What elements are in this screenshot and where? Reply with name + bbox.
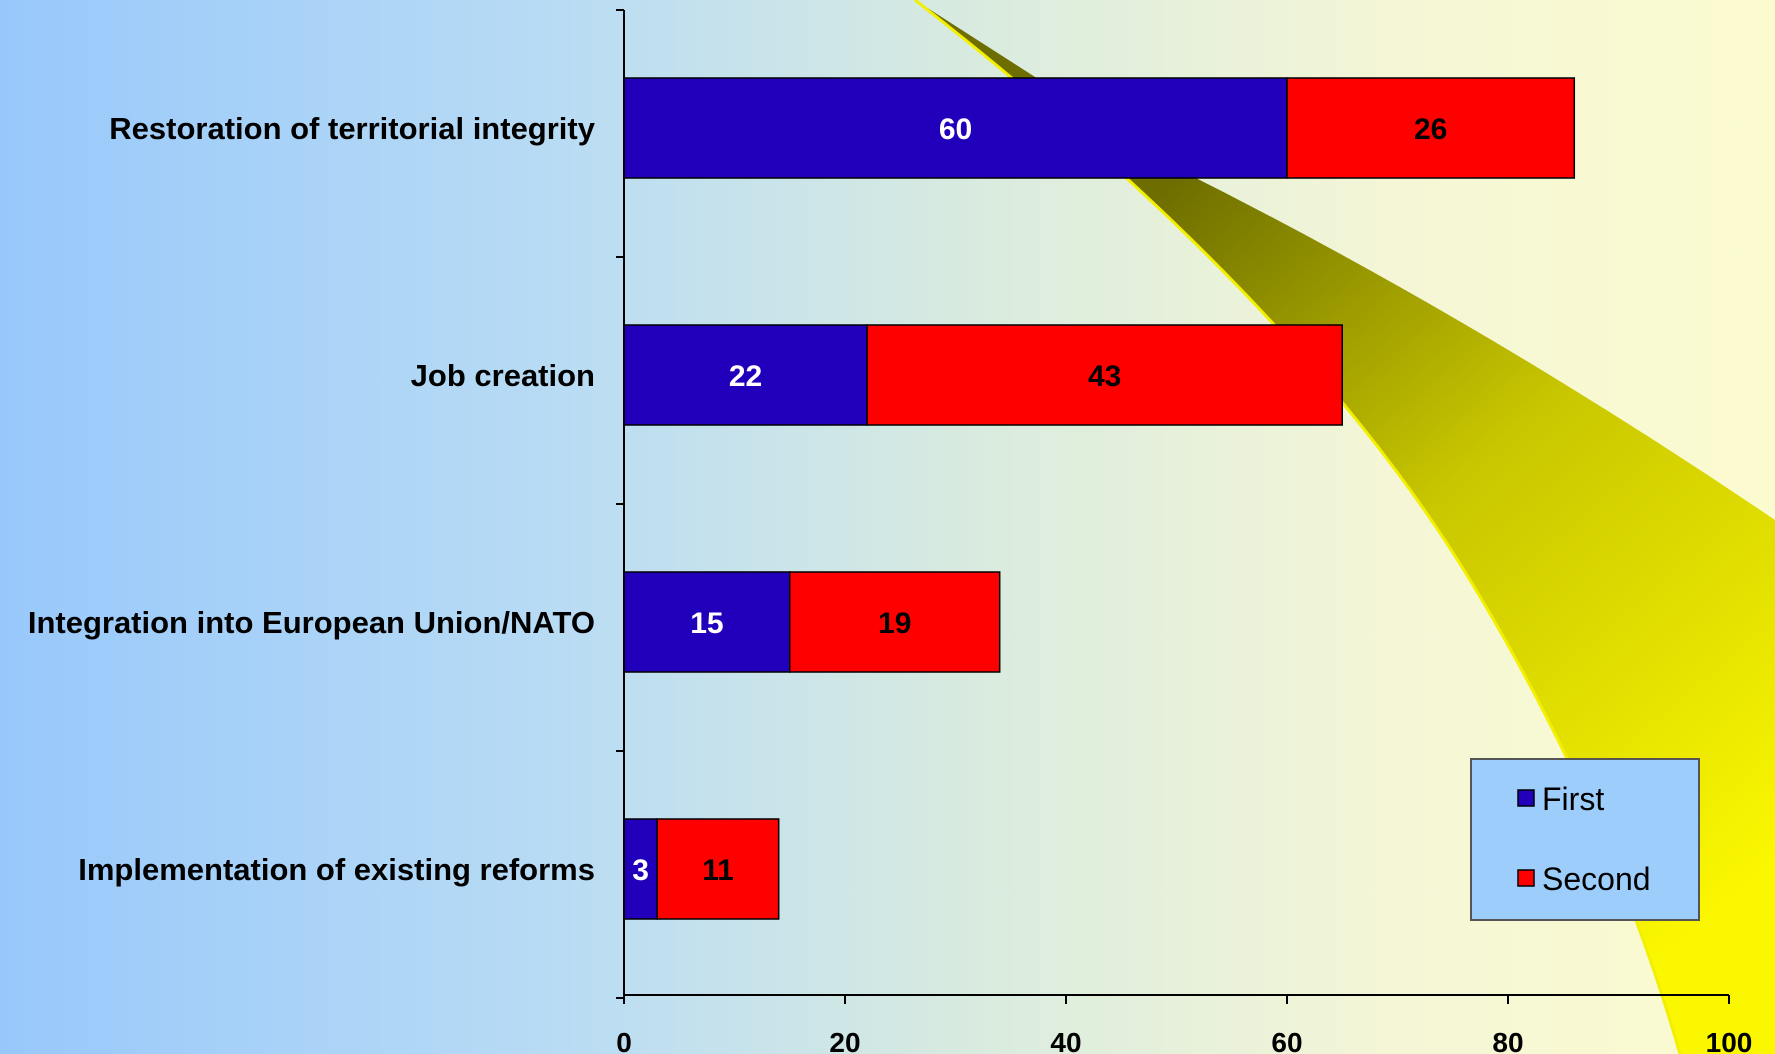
legend-label-first: First <box>1542 781 1604 817</box>
bar-first-1 <box>623 324 868 426</box>
x-tick-label: 0 <box>616 1027 632 1054</box>
bar-value-label: 26 <box>1414 113 1447 146</box>
bar-second-3 <box>656 818 780 920</box>
category-label: Restoration of territorial integrity <box>109 111 595 146</box>
legend-swatch-first <box>1517 789 1535 807</box>
x-tick-label: 60 <box>1271 1027 1302 1054</box>
bar-first-3 <box>623 818 658 920</box>
bar-value-label: 60 <box>939 113 972 146</box>
x-tick-label: 20 <box>829 1027 860 1054</box>
bar-second-2 <box>789 571 1001 673</box>
bar-value-label: 19 <box>878 607 911 640</box>
bar-value-label: 11 <box>702 854 734 887</box>
category-label: Implementation of existing reforms <box>78 852 595 887</box>
x-tick-label: 80 <box>1492 1027 1523 1054</box>
plot-area: 60 26 22 43 15 19 3 11 Restoration of territori… <box>28 9 1752 1054</box>
bar-value-label: 15 <box>690 607 723 640</box>
bar-second-0 <box>1286 77 1576 179</box>
bar-value-label: 22 <box>729 360 762 393</box>
bars: 60 26 22 43 15 19 3 11 <box>623 77 1576 920</box>
y-axis-ticks <box>616 9 624 999</box>
bar-value-label: 3 <box>632 854 649 887</box>
x-tick-label: 100 <box>1706 1027 1753 1054</box>
category-label: Job creation <box>411 358 595 393</box>
legend-swatch-second <box>1517 869 1535 887</box>
legend: First Second <box>1470 758 1700 921</box>
legend-label-second: Second <box>1542 861 1651 897</box>
category-labels: Restoration of territorial integrity Job … <box>28 111 596 887</box>
x-axis-ticks: 0 20 40 60 80 100 <box>616 995 1752 1054</box>
x-tick-label: 40 <box>1050 1027 1081 1054</box>
category-label: Integration into European Union/NATO <box>28 605 595 640</box>
legend-box <box>1470 758 1700 921</box>
bar-second-1 <box>866 324 1343 426</box>
bar-first-2 <box>623 571 791 673</box>
bar-value-label: 43 <box>1088 360 1121 393</box>
